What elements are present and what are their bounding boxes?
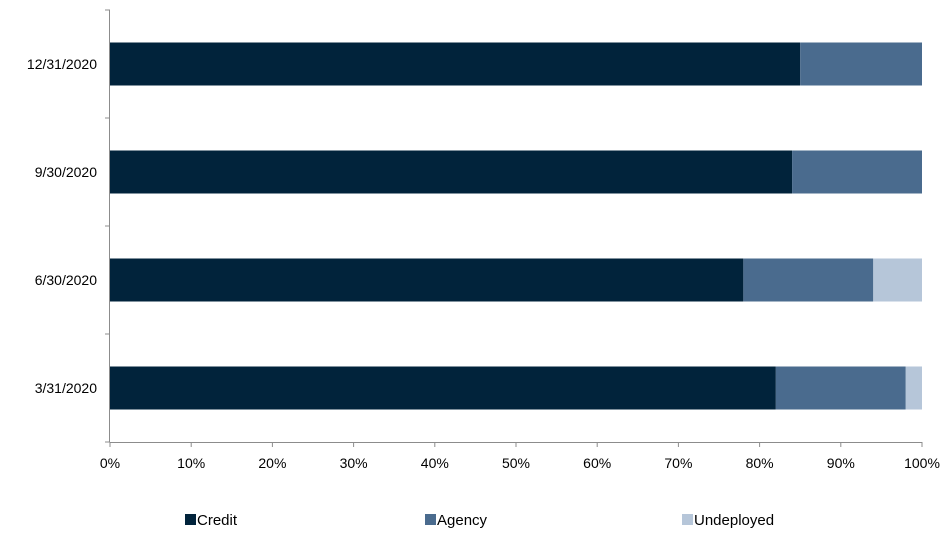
x-tick-label: 0%	[100, 455, 120, 471]
y-tick-label: 9/30/2020	[35, 164, 97, 180]
y-tick-label: 12/31/2020	[27, 56, 97, 72]
bar-credit-6-30-2020	[110, 258, 744, 302]
x-tick-label: 100%	[904, 455, 940, 471]
x-tick-label: 90%	[827, 455, 855, 471]
x-tick-label: 30%	[340, 455, 368, 471]
x-tick-label: 60%	[583, 455, 611, 471]
bar-credit-12-31-2020	[110, 42, 801, 86]
legend-label-agency: Agency	[437, 512, 488, 529]
bar-agency-9-30-2020	[792, 150, 922, 194]
x-tick-label: 40%	[421, 455, 449, 471]
legend-swatch-undeployed	[682, 514, 693, 525]
legend-swatch-credit	[185, 514, 196, 525]
bar-agency-12-31-2020	[800, 42, 922, 86]
legend-label-credit: Credit	[197, 512, 238, 529]
bar-undeployed-6-30-2020	[873, 258, 922, 302]
legend-swatch-agency	[425, 514, 436, 525]
x-tick-label: 70%	[664, 455, 692, 471]
bar-undeployed-3-31-2020	[905, 366, 922, 410]
labels-layer: 3/31/2020 6/30/2020 9/30/2020 12/31/2020 0% 1…	[27, 56, 940, 471]
bar-agency-6-30-2020	[743, 258, 874, 302]
legend-label-undeployed: Undeployed	[694, 512, 774, 529]
y-tick-label: 6/30/2020	[35, 272, 97, 288]
bar-credit-9-30-2020	[110, 150, 793, 194]
bar-agency-3-31-2020	[775, 366, 906, 410]
x-tick-label: 80%	[746, 455, 774, 471]
x-tick-label: 10%	[177, 455, 205, 471]
bar-credit-3-31-2020	[110, 366, 776, 410]
axes-layer	[105, 9, 923, 447]
legend: Credit Agency Undeployed	[185, 512, 774, 529]
bars-layer	[110, 42, 922, 410]
x-tick-label: 50%	[502, 455, 530, 471]
x-tick-label: 20%	[258, 455, 286, 471]
y-tick-label: 3/31/2020	[35, 380, 97, 396]
